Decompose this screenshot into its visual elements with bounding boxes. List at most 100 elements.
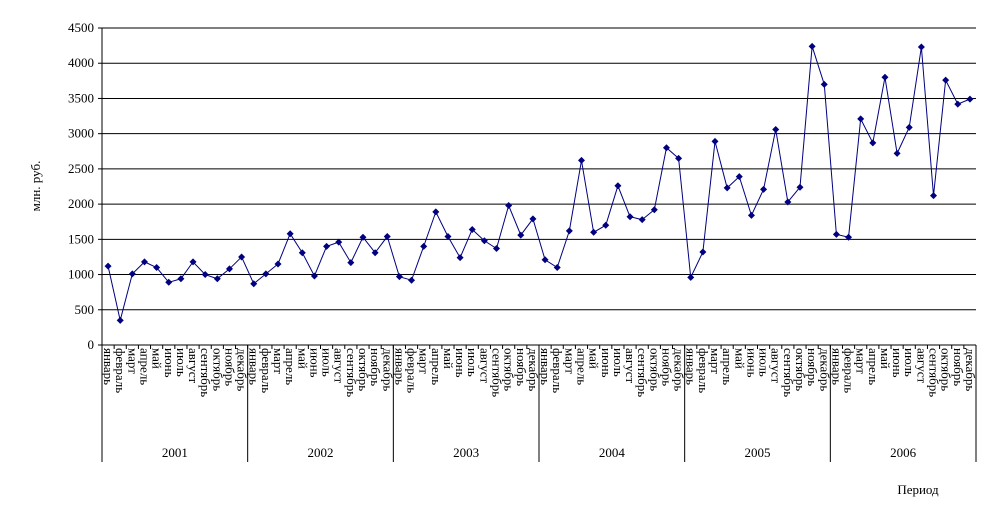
x-tick-label: январь <box>392 348 407 385</box>
y-tick-label: 3500 <box>68 90 94 105</box>
data-point <box>662 144 670 152</box>
x-tick-label: октябрь <box>939 348 954 391</box>
x-tick-label: февраль <box>113 348 128 393</box>
data-point <box>480 237 488 245</box>
data-point <box>395 273 403 281</box>
x-tick-label: декабрь <box>963 348 978 391</box>
data-point <box>371 249 379 257</box>
x-axis-label: Период <box>897 482 939 497</box>
x-tick-label: октябрь <box>210 348 225 391</box>
x-tick-label: ноябрь <box>514 348 529 386</box>
x-tick-label: март <box>854 348 869 374</box>
x-tick-label: январь <box>247 348 262 385</box>
x-tick-label: январь <box>538 348 553 385</box>
data-point <box>238 253 246 261</box>
data-point <box>565 227 573 235</box>
series-line <box>107 46 971 321</box>
data-point <box>893 149 901 157</box>
x-tick-label: июнь <box>453 348 468 378</box>
data-point <box>954 100 962 108</box>
data-point <box>274 260 282 268</box>
x-tick-label: май <box>441 348 456 369</box>
x-tick-label: июль <box>611 348 626 377</box>
data-point <box>772 125 780 133</box>
group-label: 2005 <box>745 445 771 460</box>
data-point <box>468 225 476 233</box>
data-point <box>189 258 197 266</box>
x-tick-label: август <box>914 348 929 384</box>
x-tick-label: февраль <box>550 348 565 393</box>
x-tick-label: июль <box>465 348 480 377</box>
x-tick-label: ноябрь <box>659 348 674 386</box>
x-tick-label: август <box>623 348 638 384</box>
x-tick-label: апрель <box>429 348 444 385</box>
x-tick-label: ноябрь <box>222 348 237 386</box>
x-tick-label: октябрь <box>502 348 517 391</box>
data-point <box>323 242 331 250</box>
data-point <box>687 273 695 281</box>
x-tick-label: июнь <box>307 348 322 378</box>
group-label: 2003 <box>453 445 479 460</box>
x-tick-label: октябрь <box>647 348 662 391</box>
group-label: 2004 <box>599 445 626 460</box>
x-tick-label: июль <box>174 348 189 377</box>
x-tick-label: август <box>186 348 201 384</box>
x-tick-label: май <box>732 348 747 369</box>
data-point <box>165 278 173 286</box>
x-tick-label: август <box>477 348 492 384</box>
data-point <box>626 213 634 221</box>
x-tick-label: август <box>332 348 347 384</box>
x-tick-label: май <box>587 348 602 369</box>
data-point <box>966 95 974 103</box>
data-point <box>408 276 416 284</box>
x-tick-label: декабрь <box>526 348 541 391</box>
x-tick-label: март <box>125 348 140 374</box>
data-point <box>420 242 428 250</box>
data-point <box>881 73 889 81</box>
x-tick-label: май <box>150 348 165 369</box>
x-tick-label: июль <box>320 348 335 377</box>
x-tick-label: сентябрь <box>198 348 213 397</box>
data-point <box>432 208 440 216</box>
y-tick-label: 2500 <box>68 161 94 176</box>
data-point <box>930 192 938 200</box>
x-tick-label: ноябрь <box>805 348 820 386</box>
data-point <box>808 42 816 50</box>
x-tick-label: сентябрь <box>490 348 505 397</box>
group-label: 2002 <box>308 445 334 460</box>
x-tick-label: май <box>295 348 310 369</box>
x-tick-label: февраль <box>842 348 857 393</box>
group-label: 2001 <box>162 445 188 460</box>
data-point <box>917 43 925 51</box>
x-tick-label: ноябрь <box>951 348 966 386</box>
data-point <box>905 123 913 131</box>
y-tick-label: 1500 <box>68 231 94 246</box>
data-point <box>517 231 525 239</box>
data-point <box>250 280 258 288</box>
x-tick-label: июнь <box>890 348 905 378</box>
x-tick-label: декабрь <box>380 348 395 391</box>
data-point <box>747 211 755 219</box>
data-point <box>784 198 792 206</box>
data-point <box>869 139 877 147</box>
data-point <box>335 238 343 246</box>
data-point <box>699 248 707 256</box>
x-tick-label: апрель <box>866 348 881 385</box>
x-tick-label: январь <box>101 348 116 385</box>
data-point <box>140 258 148 266</box>
data-point <box>614 182 622 190</box>
x-tick-label: август <box>769 348 784 384</box>
data-point <box>262 270 270 278</box>
y-tick-label: 4500 <box>68 20 94 35</box>
x-tick-label: март <box>562 348 577 374</box>
data-point <box>857 115 865 123</box>
data-point <box>553 264 561 272</box>
data-point <box>128 270 136 278</box>
x-tick-label: январь <box>829 348 844 385</box>
x-tick-label: январь <box>684 348 699 385</box>
x-tick-label: ноябрь <box>368 348 383 386</box>
data-point <box>201 271 209 279</box>
data-point <box>153 264 161 272</box>
x-tick-label: март <box>417 348 432 374</box>
x-tick-label: май <box>878 348 893 369</box>
